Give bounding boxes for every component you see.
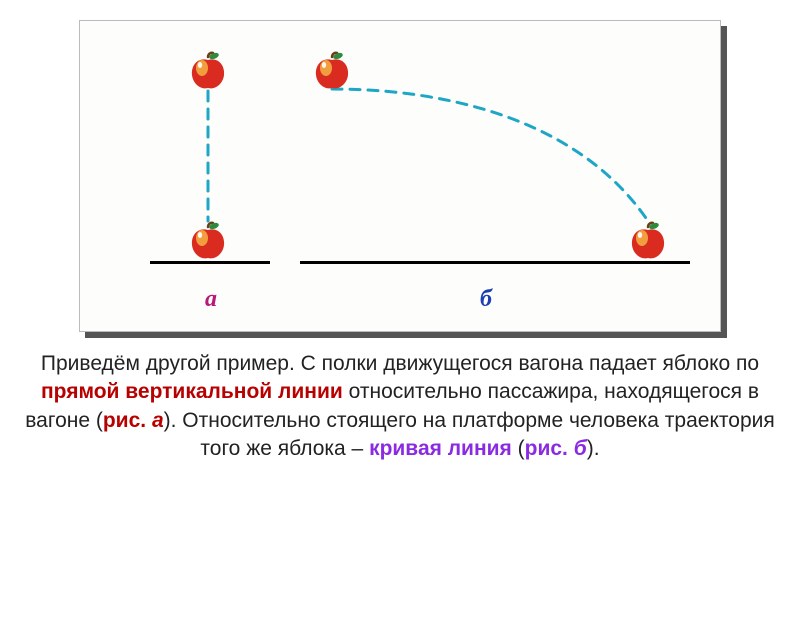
- apple-b-top: [312, 51, 352, 91]
- caption-part: Приведём другой пример. С полки движущег…: [41, 352, 759, 375]
- fig-ref-b-letter: б: [574, 437, 587, 460]
- ground-b: [300, 261, 690, 264]
- highlight-red: прямой вертикальной линии: [41, 380, 343, 403]
- trajectory-a: [80, 21, 720, 331]
- label-b: б: [480, 286, 492, 313]
- highlight-violet: кривая линия: [369, 437, 512, 460]
- caption-part: ).: [587, 437, 600, 460]
- caption-text: Приведём другой пример. С полки движущег…: [20, 350, 780, 463]
- diagram-box: а б: [79, 20, 721, 332]
- caption-part: (: [512, 437, 525, 460]
- ground-a: [150, 261, 270, 264]
- apple-a-bottom: [188, 221, 228, 261]
- fig-ref-a-letter: а: [152, 409, 164, 432]
- fig-ref-b: рис.: [525, 437, 574, 460]
- apple-b-bottom: [628, 221, 668, 261]
- apple-a-top: [188, 51, 228, 91]
- label-a: а: [205, 286, 217, 313]
- fig-ref-a: рис.: [103, 409, 152, 432]
